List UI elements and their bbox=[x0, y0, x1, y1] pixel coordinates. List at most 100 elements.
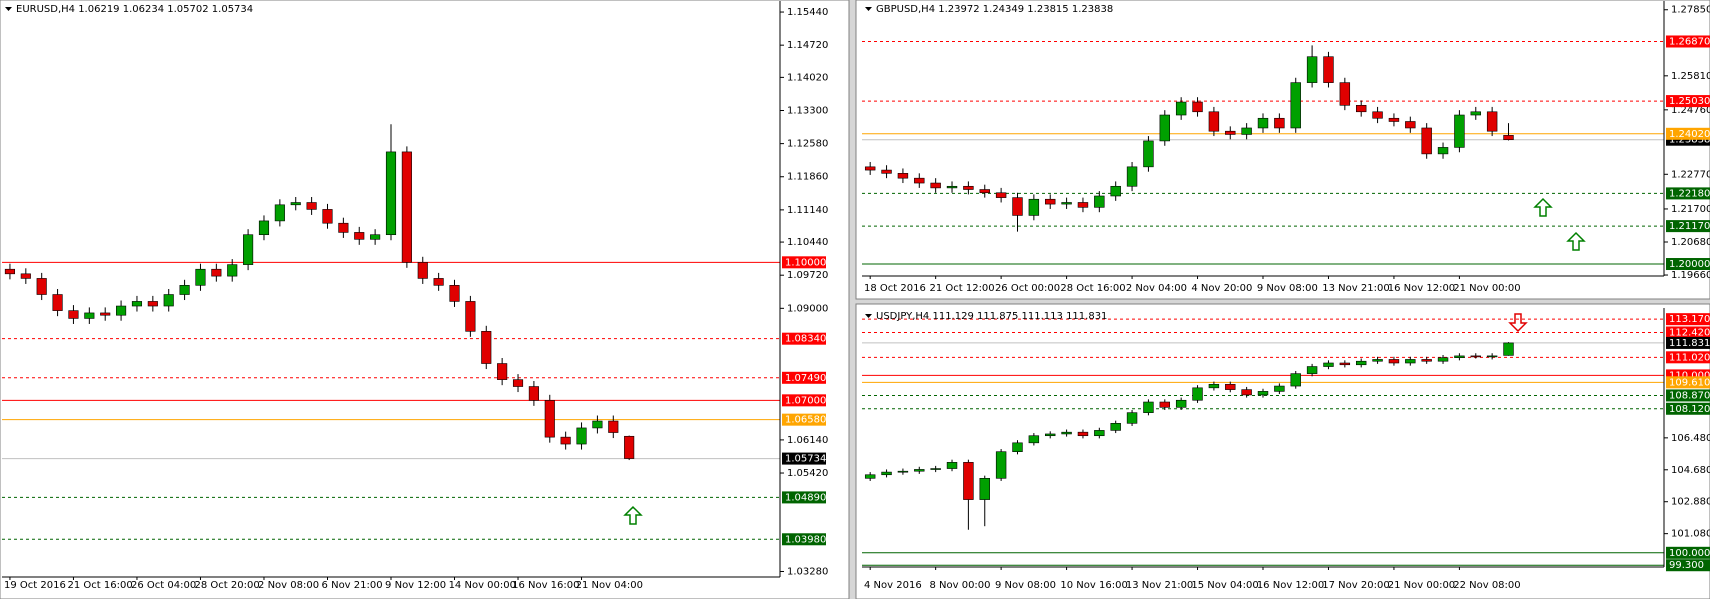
candle-body bbox=[338, 222, 349, 233]
x-tick-label: 21 Oct 16:00 bbox=[68, 580, 133, 591]
candle-body bbox=[20, 273, 31, 279]
candle-body bbox=[914, 469, 925, 472]
candle-body bbox=[36, 278, 47, 295]
title-marker bbox=[865, 314, 872, 318]
level-label: 99.300 bbox=[1669, 560, 1704, 571]
x-tick-label: 26 Oct 00:00 bbox=[995, 283, 1060, 294]
candle-body bbox=[1355, 360, 1367, 366]
x-tick-label: 28 Oct 16:00 bbox=[1060, 283, 1125, 294]
level-label: 1.06580 bbox=[785, 415, 826, 426]
level-label: 1.03980 bbox=[785, 534, 826, 545]
candle-body bbox=[930, 182, 941, 189]
level-box bbox=[1666, 258, 1710, 271]
candle-body bbox=[385, 151, 397, 236]
level-label: 1.21170 bbox=[1669, 221, 1710, 232]
candle-body bbox=[1486, 355, 1498, 358]
candle-body bbox=[1159, 401, 1171, 408]
x-tick-label: 22 Nov 08:00 bbox=[1453, 580, 1520, 591]
candle-body bbox=[211, 268, 222, 277]
level-box bbox=[1666, 402, 1710, 415]
candle-body bbox=[1028, 198, 1040, 216]
y-tick-label: 1.11860 bbox=[787, 172, 828, 183]
level-label: 1.20000 bbox=[1669, 259, 1710, 270]
x-tick-label: 4 Nov 20:00 bbox=[1191, 283, 1252, 294]
candle-body bbox=[995, 192, 1007, 198]
title-marker bbox=[865, 7, 872, 11]
chart-title: EURUSD,H4 1.06219 1.06234 1.05702 1.0573… bbox=[16, 4, 253, 15]
candle-body bbox=[1454, 355, 1465, 358]
candle-body bbox=[179, 285, 190, 295]
x-tick-label: 19 Oct 2016 bbox=[4, 580, 66, 591]
candle-body bbox=[100, 312, 111, 316]
x-tick-label: 21 Nov 00:00 bbox=[1388, 580, 1455, 591]
level-label: 1.08340 bbox=[785, 334, 826, 345]
level-label: 110.000 bbox=[1669, 370, 1710, 381]
signal-arrow bbox=[1533, 197, 1553, 217]
level-label: 112.420 bbox=[1669, 327, 1710, 338]
candle-body bbox=[465, 301, 476, 332]
candle-body bbox=[1339, 82, 1351, 106]
candle-body bbox=[979, 478, 990, 500]
candle-body bbox=[1126, 166, 1138, 187]
candle-body bbox=[1372, 359, 1383, 362]
x-tick-label: 16 Nov 16:00 bbox=[512, 580, 579, 591]
candle-body bbox=[227, 264, 238, 277]
level-box bbox=[782, 332, 826, 345]
x-tick-label: 2 Nov 04:00 bbox=[1126, 283, 1187, 294]
level-label: 1.04890 bbox=[785, 492, 826, 503]
level-label: 1.05734 bbox=[785, 454, 826, 465]
level-label: 1.23838 bbox=[1669, 135, 1710, 146]
level-box bbox=[1666, 220, 1710, 233]
x-tick-label: 9 Nov 08:00 bbox=[1257, 283, 1318, 294]
candle-body bbox=[1241, 389, 1252, 396]
level-label: 108.870 bbox=[1669, 390, 1710, 401]
y-tick-label: 1.15440 bbox=[787, 7, 828, 18]
candle-body bbox=[4, 268, 16, 275]
candle-body bbox=[147, 301, 158, 307]
candle-body bbox=[1437, 147, 1449, 155]
candle-body bbox=[1470, 355, 1481, 358]
level-label: 1.10000 bbox=[785, 257, 826, 268]
candle-body bbox=[1045, 198, 1056, 205]
y-tick-label: 1.09000 bbox=[787, 303, 828, 314]
y-tick-label: 1.14720 bbox=[787, 40, 828, 51]
signal-arrow bbox=[1508, 313, 1528, 333]
level-box bbox=[782, 533, 826, 546]
candle-body bbox=[1143, 140, 1154, 168]
candle-body bbox=[914, 177, 925, 184]
candle-body bbox=[946, 462, 958, 469]
level-box bbox=[1666, 127, 1710, 140]
candle-body bbox=[930, 468, 941, 470]
candle-body bbox=[306, 202, 317, 210]
candle-body bbox=[544, 400, 555, 438]
y-tick-label: 1.13300 bbox=[787, 105, 828, 116]
candle-body bbox=[995, 451, 1007, 479]
candle-body bbox=[1306, 366, 1318, 374]
candle-body bbox=[370, 234, 381, 240]
y-tick-label: 101.080 bbox=[1671, 529, 1710, 540]
level-label: 100.000 bbox=[1669, 548, 1710, 559]
x-tick-label: 15 Nov 04:00 bbox=[1191, 580, 1258, 591]
candle-body bbox=[528, 386, 539, 401]
candle-body bbox=[608, 420, 619, 433]
y-tick-label: 1.19660 bbox=[1671, 270, 1710, 281]
x-tick-label: 9 Nov 12:00 bbox=[385, 580, 446, 591]
y-tick-label: 1.25810 bbox=[1671, 71, 1710, 82]
signal-arrow bbox=[1566, 231, 1586, 251]
level-label: 113.170 bbox=[1669, 314, 1710, 325]
candle-body bbox=[417, 262, 428, 279]
candle-body bbox=[963, 185, 974, 190]
candle-body bbox=[1405, 359, 1416, 364]
title-marker bbox=[5, 7, 12, 11]
candle-body bbox=[1061, 202, 1072, 205]
candle-body bbox=[1159, 114, 1171, 142]
candle-body bbox=[1225, 383, 1236, 390]
candle-body bbox=[1143, 401, 1154, 413]
candle-body bbox=[497, 363, 508, 380]
level-box bbox=[782, 371, 826, 384]
candle-body bbox=[163, 294, 174, 307]
x-tick-label: 4 Nov 2016 bbox=[864, 580, 922, 591]
panel bbox=[855, 303, 1710, 599]
